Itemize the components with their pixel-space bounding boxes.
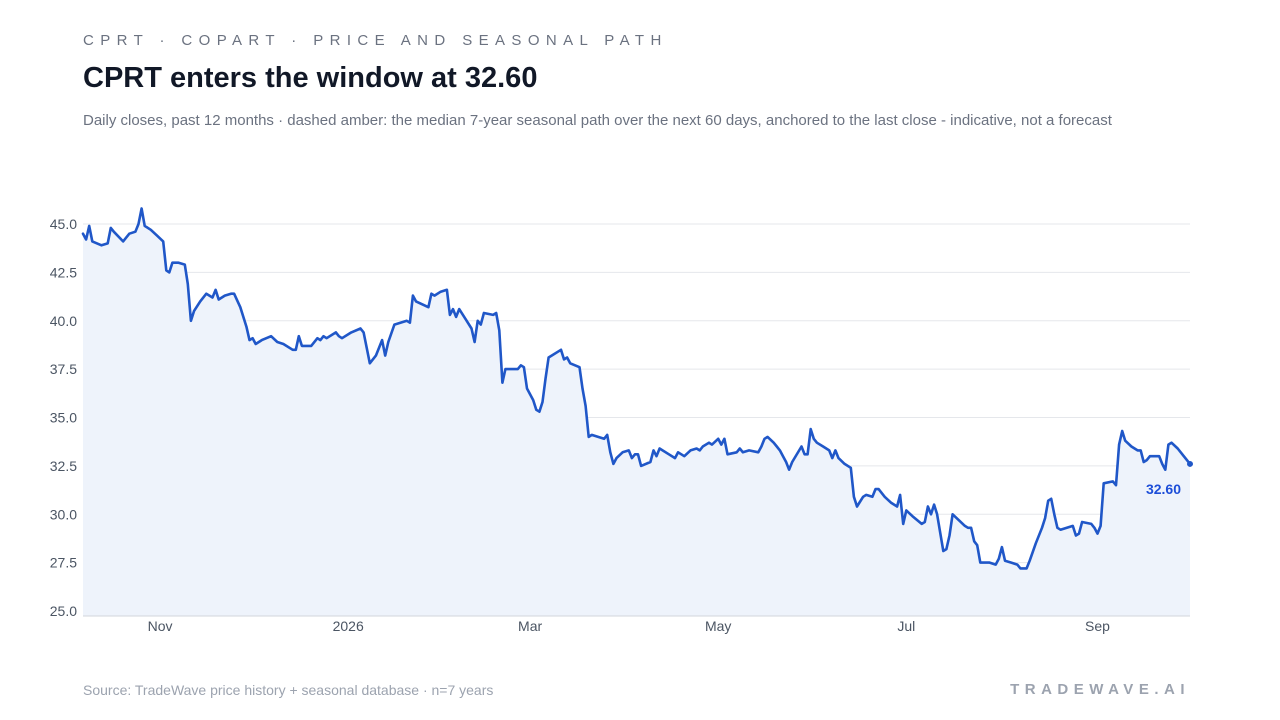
y-tick-label: 25.0 <box>50 603 77 619</box>
y-tick-label: 40.0 <box>50 313 77 329</box>
x-tick-label: Nov <box>148 618 173 634</box>
y-tick-label: 37.5 <box>50 361 77 377</box>
price-series-line <box>81 207 1192 570</box>
x-tick-label: May <box>705 618 731 634</box>
last-close-point <box>1187 460 1193 467</box>
last-close-label: 32.60 <box>1146 481 1181 497</box>
x-tick-label: Sep <box>1085 618 1110 634</box>
y-tick-label: 30.0 <box>50 506 77 522</box>
y-tick-label: 42.5 <box>50 264 77 280</box>
y-tick-label: 35.0 <box>50 410 77 426</box>
chart-subtitle: Daily closes, past 12 months · dashed am… <box>83 112 1112 129</box>
chart-title: CPRT enters the window at 32.60 <box>83 62 538 94</box>
y-tick-label: 45.0 <box>50 216 77 232</box>
x-tick-label: 2026 <box>333 618 364 634</box>
y-tick-label: 27.5 <box>50 555 77 571</box>
source-note: Source: TradeWave price history + season… <box>83 682 494 698</box>
chart-eyebrow: CPRT · COPART · PRICE AND SEASONAL PATH <box>83 32 668 49</box>
price-area <box>83 208 1190 616</box>
x-tick-label: Jul <box>897 618 915 634</box>
brand-logo: TRADEWAVE.AI <box>1010 681 1190 698</box>
y-tick-label: 32.5 <box>50 458 77 474</box>
x-tick-label: Mar <box>518 618 542 634</box>
